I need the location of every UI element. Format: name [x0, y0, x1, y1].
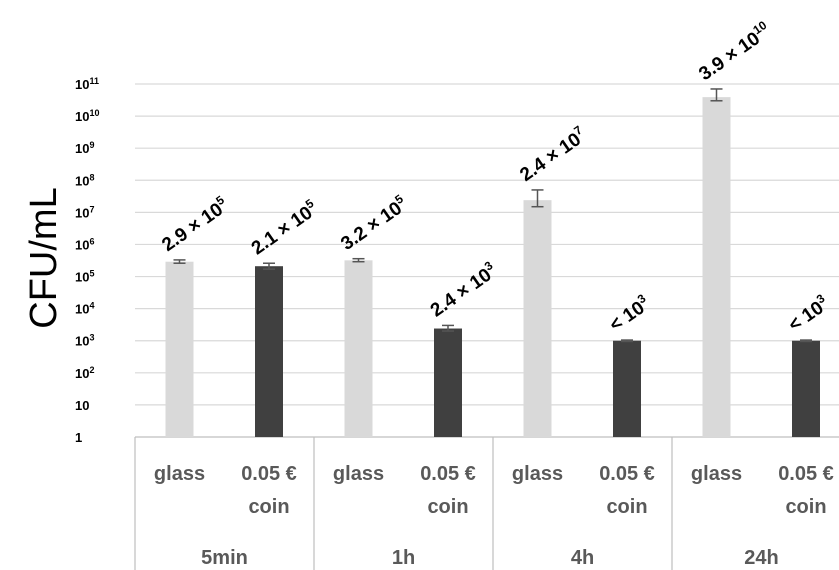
x-category-label: glass [154, 463, 205, 485]
data-label: 2.4 × 107 [515, 123, 591, 186]
y-tick-label: 103 [75, 333, 94, 349]
y-tick-label: 102 [75, 365, 94, 381]
error-bar [263, 262, 275, 270]
x-category-label: 0.05 € [241, 463, 297, 485]
x-category-label: 0.05 € [778, 463, 834, 485]
x-axis: glass 0.05 € coin glass 0.05 € coin glass 0.05 … [134, 437, 834, 570]
error-bar [710, 88, 723, 102]
y-tick-label: 1011 [75, 76, 99, 92]
y-tick-label: 1010 [75, 108, 99, 124]
y-tick-label: 107 [75, 204, 94, 220]
data-label: 3.9 × 1010 [694, 18, 776, 85]
error-bar [173, 259, 186, 264]
error-bar [800, 339, 812, 343]
bar [523, 200, 552, 437]
x-category-label: coin [606, 496, 647, 518]
bars [165, 88, 820, 437]
y-tick-label: 1 [75, 430, 82, 445]
x-group-label: 1h [392, 547, 415, 569]
data-label: < 103 [783, 291, 833, 336]
bar [792, 340, 820, 437]
x-category-label: glass [333, 463, 384, 485]
x-category-label: glass [512, 463, 563, 485]
bar [613, 340, 641, 437]
x-category-label: 0.05 € [599, 463, 655, 485]
y-tick-label: 108 [75, 172, 94, 188]
error-bar [621, 339, 633, 343]
x-category-label: coin [248, 496, 289, 518]
y-tick-label: 106 [75, 236, 94, 252]
y-axis-title: CFU/mL [23, 187, 65, 328]
x-category-label: glass [691, 463, 742, 485]
data-label: 2.9 × 105 [157, 193, 233, 256]
bar [434, 328, 462, 437]
bar [255, 266, 283, 437]
error-bar [442, 324, 454, 332]
data-label: < 103 [604, 291, 654, 336]
x-category-label: 0.05 € [420, 463, 476, 485]
error-bar [531, 189, 544, 208]
error-bar [352, 257, 365, 263]
data-label: 2.4 × 103 [425, 258, 501, 321]
x-group-label: 24h [744, 547, 778, 569]
x-group-label: 5min [201, 547, 248, 569]
bar [344, 260, 373, 437]
y-tick-label: 105 [75, 269, 94, 285]
y-tick-label: 10 [75, 398, 89, 413]
data-label: 2.1 × 105 [246, 196, 322, 259]
x-group-label: 4h [571, 547, 594, 569]
y-tick-label: 104 [75, 301, 94, 317]
x-category-label: coin [785, 496, 826, 518]
bar [702, 97, 731, 437]
y-tick-label: 109 [75, 140, 94, 156]
x-category-label: coin [427, 496, 468, 518]
data-label: 3.2 × 105 [336, 191, 412, 254]
bar [165, 261, 194, 437]
y-axis: 1 10 102 103 104 105 106 107 108 109 1010 1011 [75, 76, 99, 445]
